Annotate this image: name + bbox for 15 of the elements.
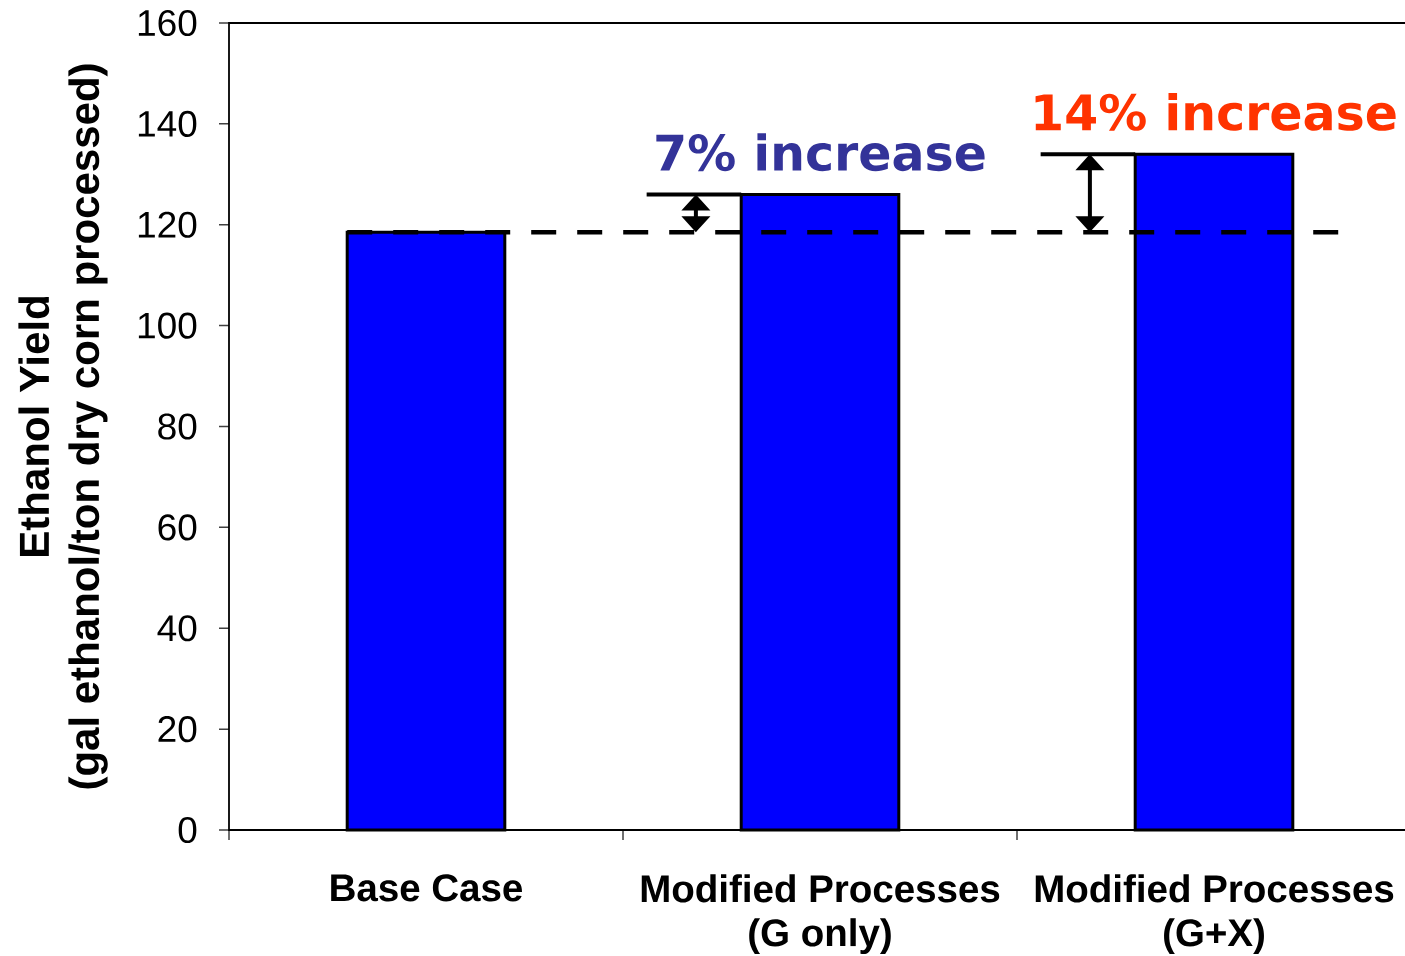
y-tick-label: 60 (158, 514, 197, 541)
y-tick-label: 40 (157, 615, 197, 642)
y-tick-label: 100 (138, 312, 197, 339)
annotation: 14% increase (1035, 92, 1396, 131)
y-tick-label: 140 (138, 110, 197, 137)
x-tick-label: Modified Processes (G+X) (1035, 874, 1394, 955)
x-tick-label: Modified Processes (G only) (641, 874, 1000, 955)
annotation: 7% increase (656, 133, 985, 172)
y-tick-label: 20 (158, 716, 197, 743)
y-tick-label: 160 (138, 9, 197, 37)
y-axis-title: Ethanol Yield (gal ethanol/ton dry corn processed) (18, 64, 108, 789)
y-tick-label: 120 (138, 211, 197, 238)
y-tick-label: 80 (158, 413, 197, 440)
x-tick-label: Base Case (331, 874, 522, 902)
y-tick-label: 0 (178, 816, 197, 844)
